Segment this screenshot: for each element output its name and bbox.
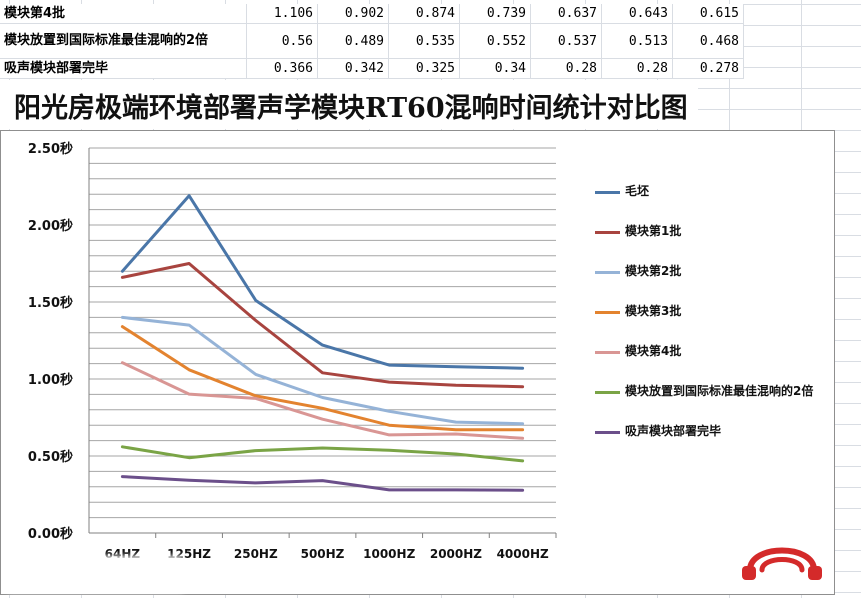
y-tick-label: 2.50秒 [28,141,73,157]
series-line [120,325,525,432]
table-cell[interactable]: 0.643 [601,4,673,24]
table-cell[interactable]: 0.535 [388,23,460,59]
table-row: 吸声模块部署完毕 0.366 0.342 0.325 0.34 0.28 0.2… [0,58,744,79]
table-cell[interactable]: 0.28 [601,58,673,79]
series-line [120,315,525,426]
chart-area[interactable]: 0.00秒 0.50秒 1.00秒 1.50秒 2.00秒 2.50秒 64HZ 125HZ 2… [0,130,835,595]
legend-label: 模块第1批 [625,224,682,238]
x-tick-label: 250HZ [234,547,278,561]
table-cell[interactable]: 0.513 [601,23,673,59]
y-tick-label: 0.00秒 [28,526,73,542]
blur-smudge [8,556,183,592]
table-cell[interactable]: 0.902 [317,4,389,24]
legend-swatch [595,391,620,394]
series-line [120,361,525,440]
chart-title[interactable]: 阳光房极端环境部署声学模块RT60混响时间统计对比图 [14,93,688,124]
x-tick-label: 1000HZ [363,547,415,561]
table-cell[interactable]: 0.874 [388,4,460,24]
y-tick-label: 2.00秒 [28,218,73,234]
title-band [0,80,698,129]
table-cell[interactable]: 0.325 [388,58,460,79]
table-row: 模块放置到国际标准最佳混响的2倍 0.56 0.489 0.535 0.552 … [0,23,744,59]
x-tick-label: 2000HZ [430,547,482,561]
x-tick-label: 500HZ [301,547,345,561]
legend-swatch [595,351,620,354]
legend-label: 模块放置到国际标准最佳混响的2倍 [625,384,814,398]
table-cell[interactable]: 1.106 [246,4,318,24]
y-tick-label: 0.50秒 [28,449,73,465]
legend-swatch [595,191,620,194]
y-tick-label: 1.00秒 [28,372,73,388]
legend-swatch [595,431,620,434]
y-tick-label: 1.50秒 [28,295,73,311]
series-line [120,445,525,463]
row-label[interactable]: 模块第4批 [0,4,247,24]
table-cell[interactable]: 0.615 [672,4,744,24]
legend-swatch [595,311,620,314]
table-cell[interactable]: 0.366 [246,58,318,79]
table-cell[interactable]: 0.342 [317,58,389,79]
table-cell[interactable]: 0.56 [246,23,318,59]
x-tick-label: 4000HZ [497,547,549,561]
series-line [120,262,525,389]
data-table: 模块第4批 1.106 0.902 0.874 0.739 0.637 0.64… [0,4,744,79]
table-cell[interactable]: 0.489 [317,23,389,59]
headphones-logo-icon [742,547,822,580]
table-cell[interactable]: 0.468 [672,23,744,59]
table-cell[interactable]: 0.552 [459,23,531,59]
legend-label: 毛坯 [625,184,650,198]
series-line [120,475,525,492]
series-line [120,194,525,370]
table-cell[interactable]: 0.34 [459,58,531,79]
legend-label: 模块第4批 [625,344,682,358]
legend-label: 模块第2批 [625,264,682,278]
table-cell[interactable]: 0.537 [530,23,602,59]
table-cell[interactable]: 0.278 [672,58,744,79]
legend-label: 模块第3批 [625,304,682,318]
table-cell[interactable]: 0.637 [530,4,602,24]
table-cell[interactable]: 0.739 [459,4,531,24]
legend-label: 吸声模块部署完毕 [625,424,722,438]
legend-swatch [595,271,620,274]
table-cell[interactable]: 0.28 [530,58,602,79]
row-label[interactable]: 模块放置到国际标准最佳混响的2倍 [0,23,247,59]
legend-swatch [595,231,620,234]
row-label[interactable]: 吸声模块部署完毕 [0,58,247,79]
table-row: 模块第4批 1.106 0.902 0.874 0.739 0.637 0.64… [0,4,744,24]
